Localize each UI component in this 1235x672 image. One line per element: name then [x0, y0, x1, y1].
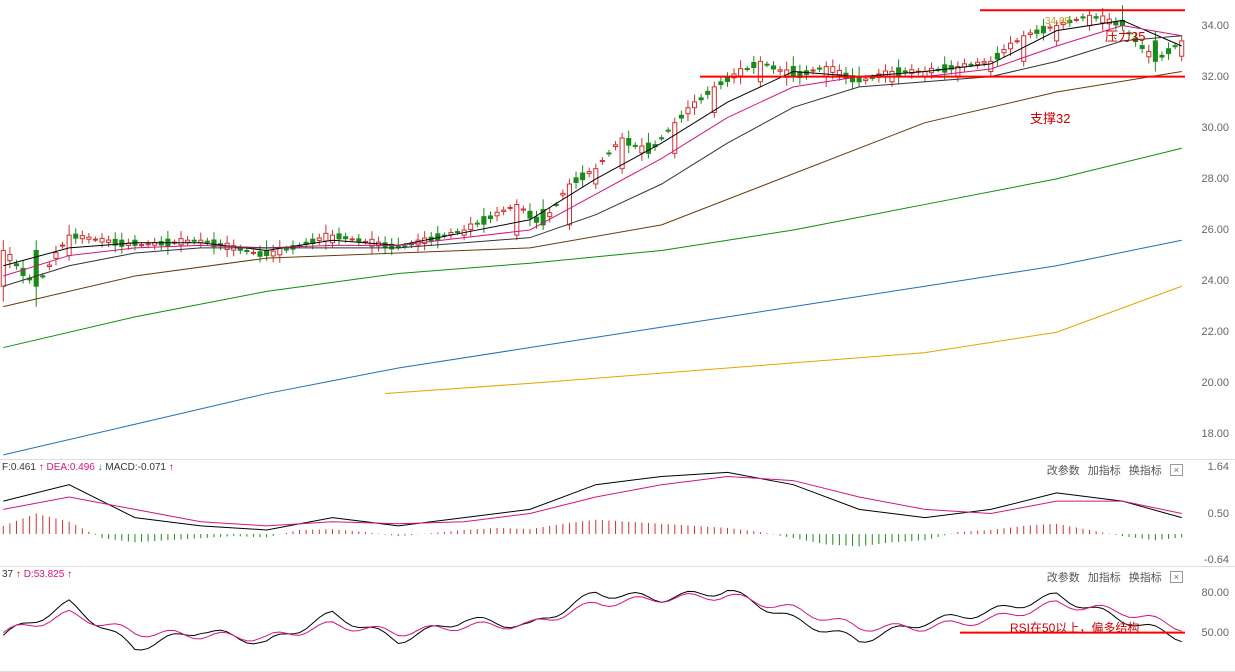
y-tick: 30.00 — [1201, 122, 1229, 134]
macd-plot[interactable] — [0, 460, 1185, 566]
y-tick: 1.64 — [1208, 461, 1229, 473]
price-plot[interactable]: 压力35 支撑32 34.89 — [0, 0, 1185, 459]
y-tick: 18.00 — [1201, 428, 1229, 440]
y-tick: 20.00 — [1201, 377, 1229, 389]
macd-panel: F:0.461 ↑ DEA:0.496 ↓ MACD:-0.071 ↑ 改参数 … — [0, 460, 1235, 567]
chart-container: 压力35 支撑32 34.89 18.00 20.00 22.00 24.00 26.0… — [0, 0, 1235, 672]
price-panel: 压力35 支撑32 34.89 18.00 20.00 22.00 24.00 26.0… — [0, 0, 1235, 460]
price-y-axis: 18.00 20.00 22.00 24.00 26.00 28.00 30.00 32.00… — [1185, 0, 1235, 459]
price-marker: 34.89 — [1045, 16, 1070, 27]
y-tick: 0.50 — [1208, 508, 1229, 520]
resistance-label: 压力35 — [1105, 26, 1145, 45]
y-tick: 24.00 — [1201, 275, 1229, 287]
y-tick: 28.00 — [1201, 173, 1229, 185]
rsi-annotation: RSI在50以上，偏多结构 — [1010, 619, 1139, 636]
rsi-plot[interactable]: RSI在50以上，偏多结构 — [0, 567, 1185, 671]
y-tick: 22.00 — [1201, 326, 1229, 338]
rsi-panel: 37 ↑ D:53.825 ↑ 改参数 加指标 换指标 × RSI在50以上，偏… — [0, 567, 1235, 672]
y-tick: 34.00 — [1201, 20, 1229, 32]
rsi-y-axis: 50.00 80.00 — [1185, 567, 1235, 671]
y-tick: 50.00 — [1201, 627, 1229, 639]
y-tick: -0.64 — [1204, 554, 1229, 566]
y-tick: 32.00 — [1201, 71, 1229, 83]
macd-y-axis: -0.64 0.50 1.64 — [1185, 460, 1235, 566]
y-tick: 80.00 — [1201, 587, 1229, 599]
support-label: 支撑32 — [1030, 108, 1070, 127]
y-tick: 26.00 — [1201, 224, 1229, 236]
